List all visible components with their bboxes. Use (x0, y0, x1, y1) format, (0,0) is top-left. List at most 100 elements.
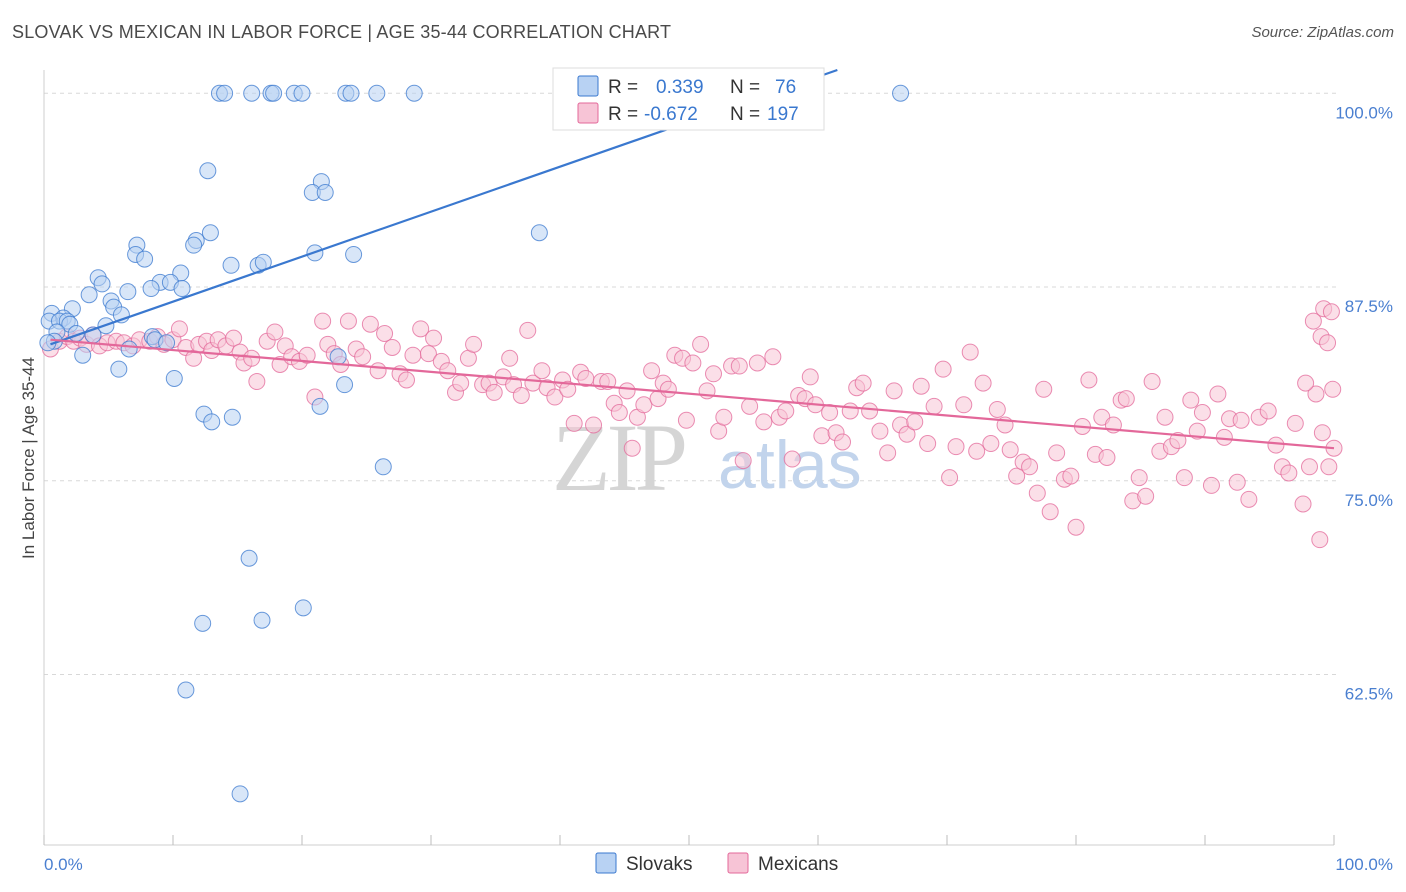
y-axis-label: In Labor Force | Age 35-44 (19, 357, 38, 559)
slovaks-point (253, 611, 271, 629)
slovaks-point (342, 84, 360, 102)
slovaks-points (39, 84, 910, 803)
slovaks-point (336, 376, 354, 394)
mexicans-point (988, 400, 1006, 418)
mexicans-point (643, 362, 661, 380)
mexicans-point (715, 408, 733, 426)
mexicans-point (692, 335, 710, 353)
bottom-legend: Slovaks Mexicans (595, 852, 838, 875)
mexicans-point (885, 382, 903, 400)
legend-swatch-mexicans (577, 102, 599, 124)
mexicans-point (925, 397, 943, 415)
legend-r-value-mexicans: -0.672 (644, 104, 698, 125)
mexicans-point (941, 469, 959, 487)
bottom-legend-label-slovaks: Slovaks (626, 854, 693, 875)
slovaks-point (329, 348, 347, 366)
mexicans-point (1193, 404, 1211, 422)
mexicans-point (968, 442, 986, 460)
y-tick-label: 100.0% (1335, 103, 1393, 122)
mexicans-point (1267, 436, 1285, 454)
mexicans-point (854, 374, 872, 392)
mexicans-point (1008, 467, 1026, 485)
mexicans-point (1137, 487, 1155, 505)
mexicans-point (369, 362, 387, 380)
slovaks-point (142, 280, 160, 298)
mexicans-point (1280, 464, 1298, 482)
mexicans-point (618, 382, 636, 400)
mexicans-point (533, 362, 551, 380)
slovaks-point (222, 256, 240, 274)
mexicans-point (677, 411, 695, 429)
stats-legend: R = 0.339 N = 76 R = -0.672 N = 197 (552, 67, 825, 131)
mexicans-point (559, 380, 577, 398)
mexicans-point (1294, 495, 1312, 513)
mexicans-point (485, 383, 503, 401)
mexicans-point (1324, 380, 1342, 398)
mexicans-point (1169, 431, 1187, 449)
slovaks-point (265, 84, 283, 102)
mexicans-point (298, 346, 316, 364)
mexicans-point (898, 425, 916, 443)
legend-n-label-slovaks: N = (730, 77, 760, 98)
mexicans-point (1300, 458, 1318, 476)
mexicans-point (361, 315, 379, 333)
mexicans-point (730, 357, 748, 375)
legend-n-value-mexicans: 197 (767, 104, 799, 125)
source-label: Source: ZipAtlas.com (1251, 24, 1394, 41)
slovaks-point (231, 785, 249, 803)
mexicans-point (1041, 503, 1059, 521)
mexicans-point (1143, 373, 1161, 391)
mexicans-point (512, 387, 530, 404)
mexicans-point (243, 349, 261, 367)
mexicans-point (439, 362, 457, 380)
mexicans-point (871, 422, 889, 440)
mexicans-point (1188, 422, 1206, 440)
mexicans-point (755, 413, 773, 431)
mexicans-point (1209, 385, 1227, 403)
slovaks-point (185, 236, 203, 254)
mexicans-point (1175, 469, 1193, 487)
mexicans-point (748, 354, 766, 372)
slovaks-point (293, 84, 311, 102)
mexicans-point (1080, 371, 1098, 389)
mexicans-point (777, 402, 795, 420)
slovaks-point (316, 183, 334, 201)
chart-title: SLOVAK VS MEXICAN IN LABOR FORCE | AGE 3… (12, 22, 672, 42)
mexicans-point (225, 329, 243, 347)
mexicans-point (934, 360, 952, 378)
mexicans-point (585, 416, 603, 434)
mexicans-point (519, 321, 537, 339)
mexicans-point (623, 439, 641, 457)
mexicans-point (248, 373, 266, 391)
mexicans-point (741, 397, 759, 415)
mexicans-point (354, 348, 372, 366)
x-tick-label-max: 100.0% (1335, 855, 1393, 874)
slovaks-point (177, 681, 195, 699)
mexicans-point (861, 402, 879, 420)
legend-n-label-mexicans: N = (730, 104, 760, 125)
mexicans-point (1319, 334, 1337, 352)
mexicans-point (565, 414, 583, 432)
mexicans-point (834, 433, 852, 451)
mexicans-point (1117, 390, 1135, 408)
slovaks-point (216, 84, 234, 102)
mexicans-point (412, 320, 430, 338)
mexicans-point (376, 325, 394, 342)
slovaks-point (368, 84, 386, 102)
legend-n-value-slovaks: 76 (775, 77, 796, 98)
slovaks-point (136, 250, 154, 268)
mexicans-point (546, 388, 564, 406)
mexicans-point (906, 413, 924, 431)
mexicans-point (974, 374, 992, 392)
mexicans-point (1028, 484, 1046, 502)
legend-r-label-mexicans: R = (608, 104, 638, 125)
slovaks-point (374, 458, 392, 476)
slovaks-point (345, 245, 363, 263)
legend-r-value-slovaks: 0.339 (656, 77, 704, 98)
mexicans-point (266, 323, 284, 341)
x-tick-label-min: 0.0% (44, 855, 83, 874)
mexicans-point (801, 368, 819, 386)
slovaks-point (74, 346, 92, 364)
mexicans-point (947, 438, 965, 456)
mexicans-point (764, 348, 782, 366)
